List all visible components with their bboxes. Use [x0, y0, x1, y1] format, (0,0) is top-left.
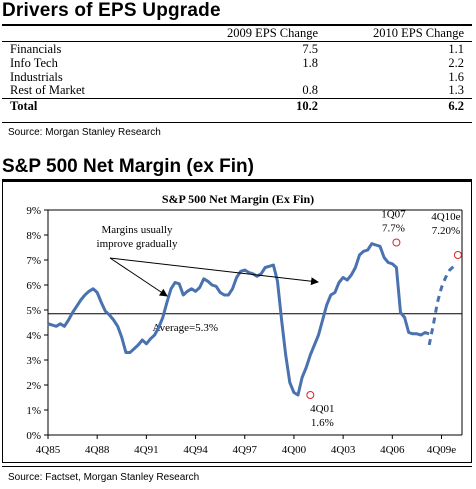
x-tick-label: 4Q97: [233, 444, 258, 456]
point-label-value: 7.7%: [382, 223, 405, 235]
eps-source-note: Source: Morgan Stanley Research: [8, 127, 161, 138]
y-tick-label: 9%: [26, 205, 41, 217]
row-name: Industrials: [10, 69, 63, 84]
y-tick-label: 2%: [26, 380, 41, 392]
column-header-2009: 2009 EPS Change: [227, 26, 318, 40]
average-label: Average=5.3%: [153, 322, 219, 334]
chart-title: S&P 500 Net Margin (Ex Fin): [162, 192, 314, 206]
x-tick-label: 4Q09e: [427, 444, 456, 456]
y-tick-label: 6%: [26, 280, 41, 292]
x-tick-label: 4Q91: [134, 444, 158, 456]
x-tick-label: 4Q94: [183, 444, 208, 456]
table-row: Industrials 1.6: [2, 69, 472, 85]
annotation-line-2: improve gradually: [97, 238, 178, 250]
chart-axes: 0% 1% 2% 3% 4% 5% 6% 7% 8% 9% 4Q85 4Q88 4Q91 4Q94 4Q97…: [26, 205, 463, 456]
annotation-arrow-right: [109, 257, 319, 286]
margin-title-rule: [2, 179, 472, 181]
annotation-line-1: Margins usually: [102, 224, 173, 236]
point-marker-4q01: [306, 391, 315, 399]
table-row: Rest of Market 0.8 1.3: [2, 83, 472, 98]
x-tick-label: 4Q03: [331, 444, 356, 456]
row-eps2010: 2.2: [448, 55, 464, 70]
point-label-name: 4Q01: [310, 403, 334, 415]
y-tick-label: 7%: [26, 255, 41, 267]
total-eps2010: 6.2: [448, 99, 464, 114]
annotation-arrow-down: [109, 257, 168, 297]
x-tick-label: 4Q88: [85, 444, 110, 456]
table-row: Financials 7.5 1.1: [2, 42, 472, 57]
row-name: Info Tech: [10, 55, 58, 70]
row-eps2009: 1.8: [302, 55, 318, 70]
y-tick-label: 3%: [26, 355, 41, 367]
total-name: Total: [10, 99, 38, 114]
average-line-group: Average=5.3%: [48, 313, 462, 334]
eps-table: 2009 EPS Change 2010 EPS Change Financia…: [2, 26, 472, 114]
y-tick-label: 1%: [26, 405, 41, 417]
row-eps2010: 1.6: [448, 69, 464, 84]
chart-frame: [2, 181, 472, 463]
chart-series: [47, 242, 455, 397]
point-label-name: 1Q07: [381, 209, 406, 221]
total-row: Total 10.2 6.2: [2, 99, 472, 114]
forecast-line: [427, 265, 455, 346]
row-name: Rest of Market: [10, 83, 85, 98]
y-tick-label: 8%: [26, 230, 41, 242]
chart-annotations: Margins usually improve gradually 1Q07 7.7%…: [97, 209, 462, 429]
table-header-row: 2009 EPS Change 2010 EPS Change: [2, 26, 472, 42]
net-margin-line: [47, 242, 430, 397]
eps-section-title: Drivers of EPS Upgrade: [2, 0, 221, 21]
point-marker-1q07: [392, 238, 401, 247]
x-tick-label: 4Q06: [380, 444, 405, 456]
point-marker-4q10e: [453, 251, 462, 259]
x-tick-label: 4Q85: [36, 444, 61, 456]
y-tick-label: 0%: [26, 430, 41, 442]
chart-source-note: Source: Factset, Morgan Stanley Research: [8, 472, 200, 483]
y-tick-label: 5%: [26, 305, 41, 317]
margin-section-title: S&P 500 Net Margin (ex Fin): [2, 156, 254, 177]
column-header-2010: 2010 EPS Change: [373, 26, 464, 40]
table-bottom-rule: [2, 122, 472, 123]
total-eps2009: 10.2: [296, 99, 318, 114]
point-label-value: 7.20%: [432, 225, 460, 237]
point-label-value: 1.6%: [311, 417, 334, 429]
x-tick-label: 4Q00: [282, 444, 307, 456]
title-rule: [2, 24, 472, 26]
row-eps2009: 7.5: [302, 42, 318, 56]
table-row: Info Tech 1.8 2.2: [2, 55, 472, 71]
y-tick-label: 4%: [26, 330, 41, 342]
row-eps2009: 0.8: [302, 83, 318, 98]
source-rule: [2, 466, 472, 467]
row-eps2010: 1.1: [448, 42, 464, 56]
point-label-name: 4Q10e: [431, 211, 460, 223]
row-name: Financials: [10, 42, 62, 56]
row-eps2010: 1.3: [448, 83, 464, 98]
